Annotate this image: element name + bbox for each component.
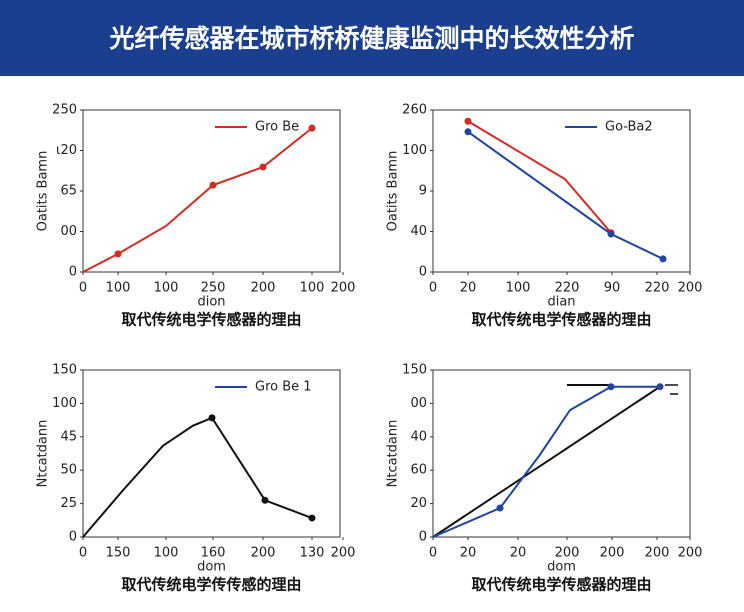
y-tick-label: 260 [402, 103, 427, 118]
x-axis-label: dom [197, 560, 226, 575]
x-tick-label: 200 [555, 546, 580, 561]
y-tick-label: 150 [52, 363, 77, 378]
data-point [259, 163, 267, 171]
legend-decoration [567, 384, 678, 395]
data-point [114, 250, 122, 258]
data-line [82, 127, 313, 273]
y-tick-label: 150 [402, 363, 427, 378]
plot-frame [432, 369, 691, 538]
y-tick-label: 40 [410, 429, 427, 444]
y-tick-label: 0 [69, 530, 77, 545]
x-tick-label: 100 [300, 281, 325, 296]
data-line [432, 385, 661, 538]
data-line [467, 120, 612, 234]
chart-caption: 取代传统电学传感器的理由 [121, 311, 301, 329]
x-tick-label: 20 [460, 546, 477, 561]
x-tick-label: 200 [600, 546, 625, 561]
legend-label: Gro Be [255, 120, 299, 135]
x-tick-label: 100 [154, 546, 179, 561]
data-point [308, 514, 316, 522]
data-line [467, 130, 664, 260]
page-title: 光纤传感器在城市桥桥健康监测中的长效性分析 [108, 24, 634, 53]
y-tick-label: 50 [60, 463, 77, 478]
y-tick-label: ι20 [56, 143, 77, 158]
y-axis-label: Oatits Bamn [386, 151, 401, 232]
x-tick-label: 160 [201, 546, 226, 561]
x-tick-label: 100 [506, 281, 531, 296]
x-tick-label: 220 [645, 281, 670, 296]
x-tick-label: 250 [201, 281, 226, 296]
x-tick-label: 90 [604, 281, 621, 296]
x-axis-label: dion [197, 295, 225, 310]
data-point [607, 230, 615, 238]
x-tick-label: 220 [555, 281, 580, 296]
data-point [656, 383, 664, 391]
data-point [464, 128, 472, 136]
header-bar [0, 0, 744, 76]
data-point [607, 383, 615, 391]
y-tick-label: 0 [419, 265, 427, 280]
y-tick-label: 45 [60, 429, 77, 444]
legend-label: Gro Be 1 [255, 380, 312, 395]
x-tick-label: 200 [251, 281, 276, 296]
x-tick-label: 200 [678, 546, 703, 561]
x-axis-label: dian [547, 295, 575, 310]
x-tick-label: 20 [510, 546, 527, 561]
data-point [208, 414, 216, 422]
x-tick-label: 200 [251, 546, 276, 561]
data-point [659, 255, 667, 263]
x-tick-label: 0 [429, 546, 437, 561]
chart-caption: 取代传统电学传感器的理由 [471, 311, 651, 329]
y-tick-label: 00 [410, 396, 427, 411]
x-tick-label: 0 [79, 281, 87, 296]
data-point [308, 124, 316, 132]
data-point [464, 117, 472, 125]
x-tick-label: 200 [331, 546, 356, 561]
x-tick-label: 200 [678, 281, 703, 296]
data-point [496, 504, 504, 512]
y-tick-label: 25 [60, 496, 77, 511]
y-tick-label: 60 [410, 463, 427, 478]
data-point [261, 496, 269, 504]
x-tick-label: 130 [300, 546, 325, 561]
y-tick-label: 0 [419, 530, 427, 545]
y-tick-label: 0 [69, 265, 77, 280]
x-axis-label: dom [547, 560, 576, 575]
y-tick-label: 65 [60, 184, 77, 199]
data-line [432, 385, 660, 538]
legend-label: Go-Ba2 [605, 120, 653, 135]
y-tick-label: 100 [402, 143, 427, 158]
chart-caption: 取代传统电学传感器的理由 [471, 576, 651, 594]
y-tick-label: 100 [52, 396, 77, 411]
x-tick-label: 100 [154, 281, 179, 296]
y-tick-label: 20 [410, 496, 427, 511]
x-tick-label: 0 [429, 281, 437, 296]
y-tick-label: 40 [410, 224, 427, 239]
y-tick-label: 00 [60, 224, 77, 239]
x-tick-label: 150 [106, 546, 131, 561]
y-axis-label: Ntcatdann [386, 420, 401, 488]
x-tick-label: 20 [460, 281, 477, 296]
plot-frame [82, 109, 341, 273]
x-tick-label: 100 [106, 281, 131, 296]
chart-caption: 取代传统电学传传感的理由 [121, 576, 301, 594]
data-line [82, 416, 313, 538]
x-tick-label: 200 [645, 546, 670, 561]
y-axis-label: Ntcatdann [36, 420, 51, 488]
x-tick-label: 200 [331, 281, 356, 296]
y-tick-label: 9 [419, 184, 427, 199]
x-tick-label: 0 [79, 546, 87, 561]
y-axis-label: Oatits Bamn [36, 151, 51, 232]
data-point [209, 181, 217, 189]
y-tick-label: 250 [52, 103, 77, 118]
plot-frame [82, 369, 341, 538]
